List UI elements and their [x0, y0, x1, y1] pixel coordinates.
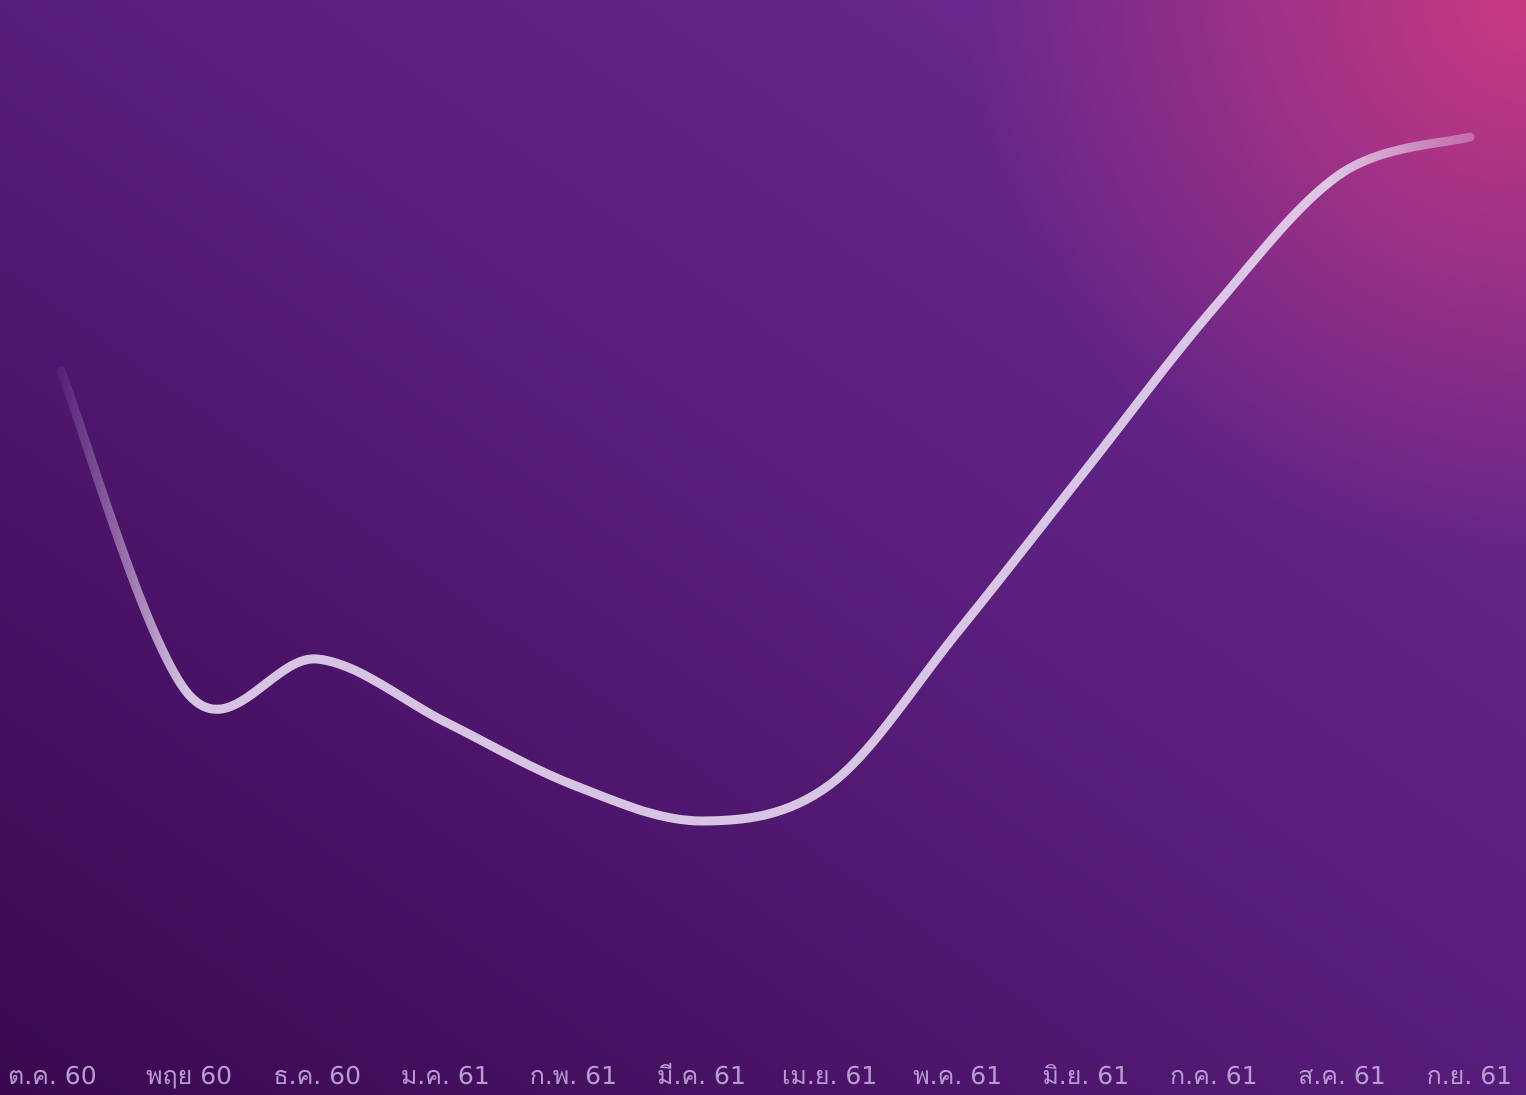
x-tick-label: ก.ค. 61	[1170, 1061, 1258, 1090]
x-tick-label: ก.ย. 61	[1427, 1061, 1512, 1090]
x-tick-label: ก.พ. 61	[530, 1061, 617, 1090]
x-tick-label: ธ.ค. 60	[273, 1061, 361, 1090]
x-tick-label: มิ.ย. 61	[1042, 1061, 1129, 1090]
x-tick-label: ม.ค. 61	[401, 1061, 490, 1090]
x-axis-ticks: ต.ค. 60 พฤย 60 ธ.ค. 60 ม.ค. 61 ก.พ. 61 มี.ค. …	[8, 1061, 1512, 1090]
x-tick-label: พ.ค. 61	[913, 1061, 1002, 1090]
x-tick-label: ส.ค. 61	[1298, 1061, 1386, 1090]
x-tick-label: มี.ค. 61	[657, 1061, 746, 1090]
x-tick-label: พฤย 60	[146, 1061, 232, 1090]
series-line	[56, 132, 1475, 826]
gridlines	[59, 0, 1472, 1060]
x-tick-label: เม.ย. 61	[782, 1061, 877, 1090]
x-tick-label: ต.ค. 60	[8, 1061, 97, 1090]
